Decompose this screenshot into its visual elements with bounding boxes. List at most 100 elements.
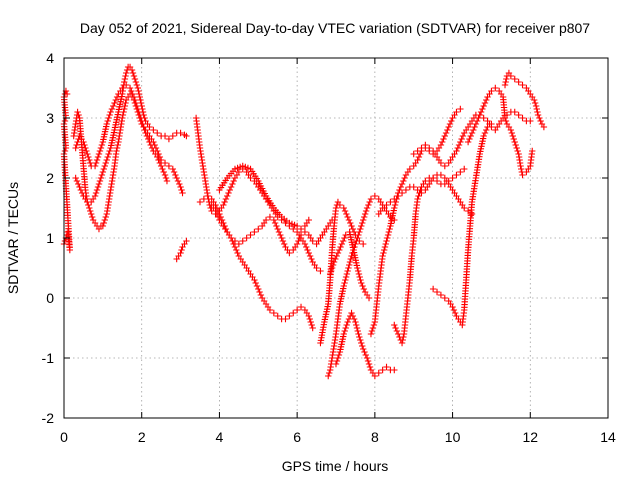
data-point	[306, 315, 313, 323]
data-point	[92, 189, 100, 197]
data-point	[361, 210, 369, 218]
x-axis-label: GPS time / hours	[282, 458, 389, 474]
data-point	[380, 249, 387, 257]
data-point	[183, 237, 190, 245]
data-point	[113, 147, 120, 155]
data-point	[271, 219, 279, 227]
series-arc-9	[216, 162, 312, 233]
data-point	[257, 291, 265, 299]
data-point	[122, 72, 129, 80]
data-point	[95, 180, 103, 188]
data-point	[380, 246, 388, 254]
data-point	[336, 201, 344, 209]
data-point	[138, 117, 145, 125]
series-arc-20	[501, 69, 548, 131]
data-point	[342, 324, 349, 332]
data-point	[433, 177, 441, 185]
data-point	[286, 312, 293, 320]
data-point	[468, 210, 476, 218]
data-point	[437, 291, 445, 299]
data-point	[444, 126, 451, 134]
data-point	[200, 195, 208, 203]
data-point	[345, 216, 353, 224]
data-point	[129, 90, 136, 98]
data-point	[332, 360, 340, 368]
data-point	[86, 204, 93, 212]
data-point	[343, 210, 350, 218]
data-point	[365, 360, 373, 368]
data-point	[176, 180, 183, 188]
data-point	[399, 336, 406, 344]
data-point	[103, 120, 110, 128]
data-point	[121, 102, 129, 110]
data-point	[368, 327, 376, 335]
series-arc-6	[192, 114, 324, 275]
data-point	[488, 87, 495, 95]
data-point	[143, 132, 151, 140]
data-point	[98, 171, 106, 179]
data-point	[227, 234, 235, 242]
data-point	[501, 81, 509, 89]
data-point	[356, 228, 363, 236]
data-point	[119, 84, 126, 92]
data-point	[439, 138, 446, 146]
data-point	[112, 96, 120, 104]
data-point	[74, 138, 81, 146]
data-point	[422, 177, 429, 185]
data-point	[371, 372, 379, 380]
y-tick-label: -2	[42, 410, 55, 426]
data-point	[243, 234, 250, 242]
data-point	[534, 108, 541, 116]
data-point	[352, 318, 359, 326]
data-point	[441, 132, 448, 140]
data-point	[382, 240, 389, 248]
data-point	[354, 267, 362, 275]
data-point	[213, 210, 221, 218]
data-point	[92, 159, 100, 167]
data-point	[343, 270, 351, 278]
data-point	[441, 294, 448, 302]
data-point	[94, 153, 102, 161]
data-point	[230, 240, 237, 248]
data-point	[121, 75, 129, 83]
data-point	[305, 312, 312, 320]
data-point	[295, 237, 302, 245]
series-arc-2	[70, 90, 186, 233]
data-point	[63, 90, 71, 98]
data-point	[94, 183, 102, 191]
data-point	[346, 261, 353, 269]
data-point	[83, 147, 90, 155]
data-point	[122, 81, 130, 89]
data-point	[437, 159, 445, 167]
data-point	[360, 345, 367, 353]
data-point	[446, 120, 454, 128]
data-point	[454, 144, 461, 152]
data-point	[78, 189, 86, 197]
data-point	[227, 183, 235, 191]
data-point	[93, 156, 101, 164]
data-point	[360, 285, 368, 293]
data-point	[330, 258, 338, 266]
data-point	[473, 117, 481, 125]
data-point	[507, 126, 515, 134]
data-point	[329, 261, 337, 269]
data-point	[379, 204, 386, 212]
data-point	[383, 201, 390, 209]
data-point	[417, 186, 424, 194]
data-point	[445, 123, 452, 131]
data-point	[325, 372, 332, 380]
data-point	[514, 147, 521, 155]
data-point	[178, 246, 185, 254]
data-point	[340, 330, 347, 338]
data-point	[470, 126, 477, 134]
data-point	[398, 339, 406, 347]
y-axis-label: SDTVAR / TECUs	[5, 182, 21, 294]
data-point	[290, 309, 297, 317]
series-arc-11	[325, 192, 398, 380]
data-point	[511, 138, 518, 146]
data-point	[418, 144, 425, 152]
data-point	[196, 198, 204, 206]
data-point	[341, 279, 348, 287]
data-point	[362, 207, 370, 215]
data-point	[483, 126, 490, 134]
